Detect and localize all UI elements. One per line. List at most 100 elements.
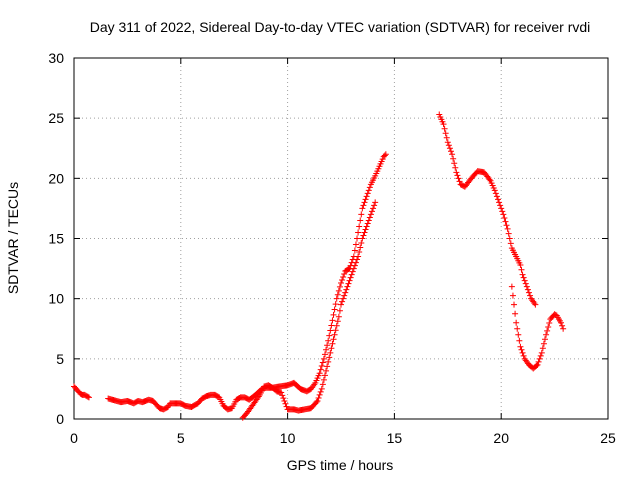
data-point <box>323 367 330 374</box>
data-point <box>514 325 521 332</box>
data-point <box>350 265 357 272</box>
data-point <box>357 217 364 224</box>
data-point <box>455 175 462 182</box>
y-tick-label: 5 <box>56 351 64 367</box>
data-point <box>332 301 339 308</box>
data-point <box>320 355 327 362</box>
data-point <box>449 151 456 158</box>
data-point <box>84 393 91 400</box>
data-point <box>442 130 449 137</box>
data-point <box>512 310 519 317</box>
data-point <box>525 289 532 296</box>
data-point <box>521 277 528 284</box>
data-point <box>278 389 285 396</box>
data-point <box>313 399 320 406</box>
data-point <box>341 292 348 299</box>
data-point <box>368 208 375 215</box>
data-point <box>331 306 338 313</box>
data-point <box>507 240 514 247</box>
data-point <box>371 202 378 209</box>
data-point <box>532 301 539 308</box>
data-point <box>328 345 335 352</box>
data-point <box>341 270 348 277</box>
y-tick-label: 25 <box>48 110 64 126</box>
data-point <box>334 291 341 298</box>
data-point <box>524 286 531 293</box>
data-point <box>329 340 336 347</box>
data-point <box>441 125 448 132</box>
data-point <box>440 121 447 128</box>
data-point <box>454 172 461 179</box>
data-point <box>453 169 460 176</box>
data-point <box>522 280 529 287</box>
data-point <box>354 235 361 242</box>
data-point <box>360 202 367 209</box>
data-point <box>348 271 355 278</box>
x-tick-label: 0 <box>70 430 78 446</box>
data-point <box>518 266 525 273</box>
data-point <box>279 392 286 399</box>
x-tick-label: 25 <box>600 430 616 446</box>
data-point <box>339 298 346 305</box>
data-point <box>354 256 361 263</box>
data-point <box>315 394 322 401</box>
data-point <box>452 164 459 171</box>
data-point <box>356 223 363 230</box>
data-point <box>335 313 342 320</box>
data-point <box>319 381 326 388</box>
data-point <box>359 235 366 242</box>
data-point <box>444 139 451 146</box>
data-point <box>340 295 347 302</box>
data-point <box>446 145 453 152</box>
data-point <box>346 277 353 284</box>
data-point <box>370 205 377 212</box>
data-point <box>325 337 332 344</box>
data-point <box>357 244 364 251</box>
data-point <box>321 372 328 379</box>
data-point <box>319 359 326 366</box>
data-point <box>334 318 341 325</box>
data-point <box>559 322 566 329</box>
data-point <box>330 336 337 343</box>
data-point <box>330 311 337 318</box>
x-tick-label: 5 <box>177 430 185 446</box>
data-point <box>325 358 332 365</box>
data-point <box>85 394 92 401</box>
grid-lines <box>74 58 608 419</box>
data-point <box>345 280 352 287</box>
data-point <box>366 214 373 221</box>
data-point <box>324 363 331 370</box>
data-point <box>504 225 511 232</box>
data-point <box>546 320 553 327</box>
data-point <box>316 370 323 377</box>
data-point <box>445 142 452 149</box>
y-tick-label: 20 <box>48 170 64 186</box>
data-point <box>326 354 333 361</box>
data-point <box>365 187 372 194</box>
data-point <box>360 232 367 239</box>
data-point <box>333 295 340 302</box>
data-point <box>327 327 334 334</box>
data-point <box>344 283 351 290</box>
x-tick-label: 10 <box>280 430 296 446</box>
data-point <box>534 361 541 368</box>
data-point <box>343 286 350 293</box>
data-point <box>318 385 325 392</box>
data-point <box>506 235 513 242</box>
data-point <box>502 218 509 225</box>
data-point <box>515 331 522 338</box>
data-point <box>511 301 518 308</box>
data-point <box>539 345 546 352</box>
data-point <box>491 187 498 194</box>
data-point <box>363 193 370 200</box>
data-point <box>280 395 287 402</box>
data-point <box>519 349 526 356</box>
data-point <box>359 205 366 212</box>
data-point <box>509 292 516 299</box>
data-point <box>362 226 369 233</box>
data-point <box>517 343 524 350</box>
data-point <box>494 196 501 203</box>
data-point <box>356 249 363 256</box>
data-point <box>321 351 328 358</box>
